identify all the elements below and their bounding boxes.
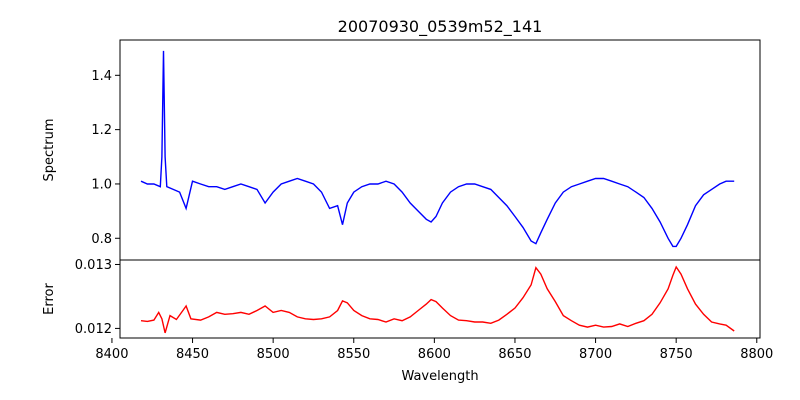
spectrum-y-tick-label: 1.4 bbox=[91, 69, 112, 84]
spectrum-y-ticks: 0.8 1.0 1.2 1.4 bbox=[91, 69, 120, 247]
x-tick-label: 8550 bbox=[337, 347, 370, 362]
spectrum-y-axis-label: Spectrum bbox=[42, 119, 57, 182]
spectrum-y-tick-label: 0.8 bbox=[91, 232, 112, 247]
x-tick-label: 8450 bbox=[176, 347, 209, 362]
x-tick-label: 8650 bbox=[498, 347, 531, 362]
error-series-line bbox=[140, 265, 735, 334]
x-tick-label: 8500 bbox=[257, 347, 290, 362]
spectrum-series-line bbox=[140, 50, 735, 248]
error-plot-frame bbox=[119, 259, 761, 339]
spectrum-y-tick-label: 1.2 bbox=[91, 123, 112, 138]
x-tick-label: 8700 bbox=[579, 347, 612, 362]
error-y-ticks: 0.012 0.013 bbox=[75, 258, 120, 337]
error-y-tick-label: 0.013 bbox=[75, 258, 112, 273]
chart-title: 20070930_0539m52_141 bbox=[338, 17, 543, 37]
x-axis-label: Wavelength bbox=[401, 369, 478, 384]
x-tick-label: 8400 bbox=[95, 347, 128, 362]
wavelength-x-ticks: 8400 8450 8500 8550 8600 8650 8700 8750 8800 bbox=[95, 338, 773, 362]
error-y-axis-label: Error bbox=[42, 283, 57, 315]
x-tick-label: 8750 bbox=[660, 347, 693, 362]
spectrum-y-tick-label: 1.0 bbox=[91, 177, 112, 192]
x-tick-label: 8800 bbox=[740, 347, 773, 362]
error-y-tick-label: 0.012 bbox=[75, 322, 112, 337]
x-tick-label: 8600 bbox=[418, 347, 451, 362]
